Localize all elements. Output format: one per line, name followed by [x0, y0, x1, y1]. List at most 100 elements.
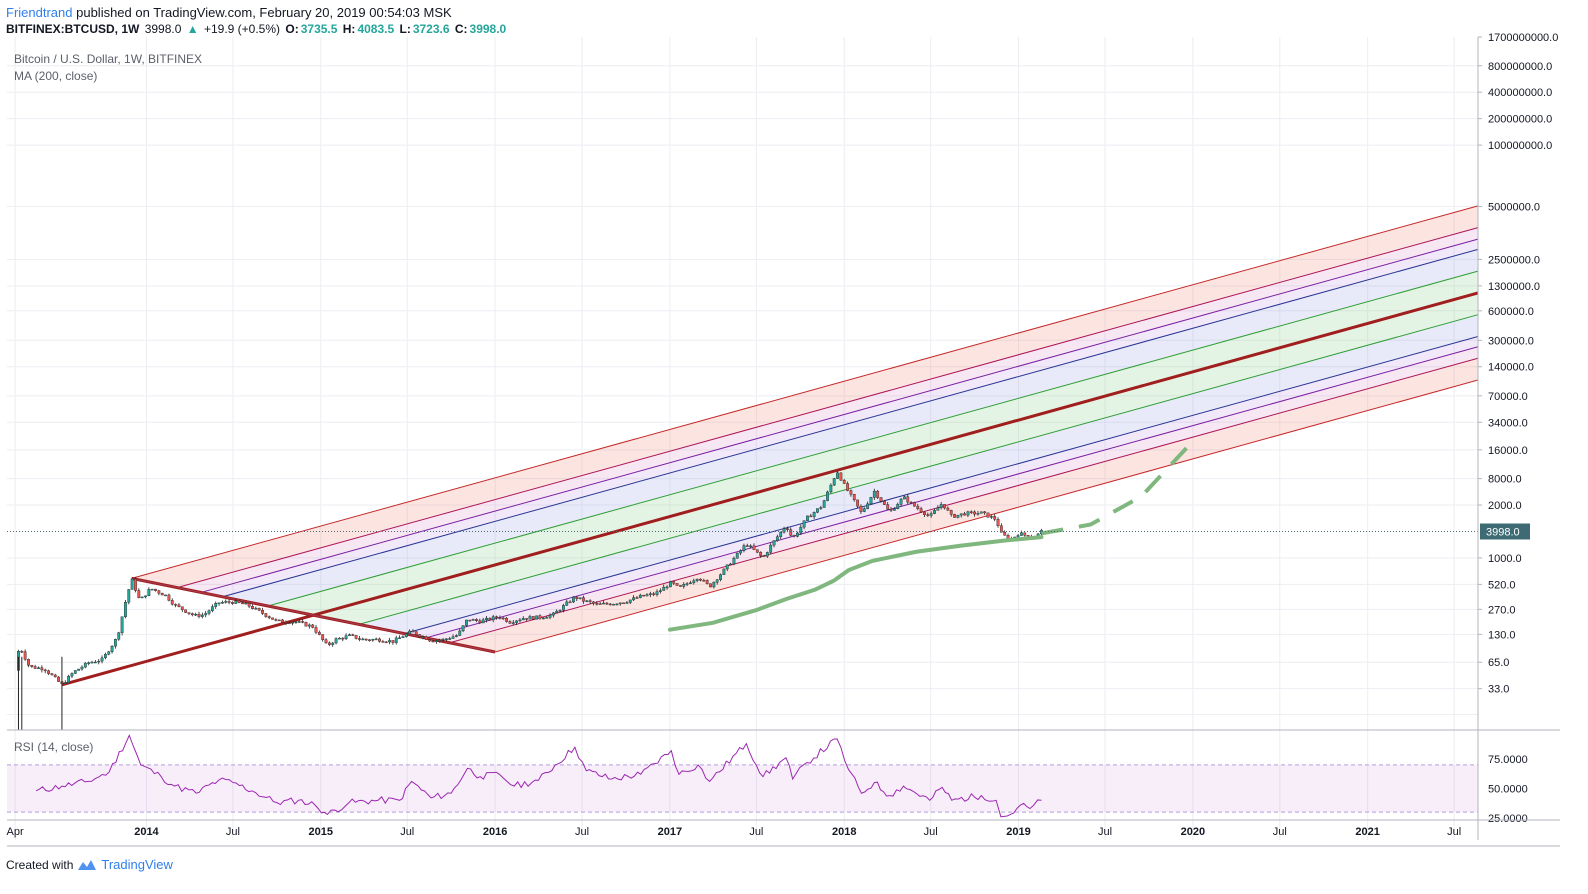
candle-body	[107, 651, 111, 655]
candle-body	[909, 501, 913, 504]
candle-body	[689, 582, 692, 585]
pitchfork-line[interactable]	[131, 205, 1479, 579]
candle-body	[150, 588, 154, 591]
candle-body	[963, 513, 966, 516]
candle-body	[528, 616, 532, 620]
y-tick-label: 140000.0	[1488, 362, 1534, 374]
candle-body	[732, 558, 736, 565]
author-link[interactable]: Friendtrand	[6, 5, 73, 20]
candle-body	[886, 504, 890, 510]
tradingview-logo-icon	[78, 859, 97, 870]
projection-line[interactable]	[1041, 440, 1194, 536]
candle-body	[174, 604, 177, 606]
candle-body	[428, 639, 432, 642]
pitchfork-line[interactable]	[425, 346, 1479, 639]
y-tick-label: 300000.0	[1488, 335, 1534, 347]
candle-body	[351, 634, 355, 636]
candle-body	[47, 670, 50, 674]
pitchfork-band	[267, 271, 1478, 616]
x-tick-label: Jul	[400, 826, 414, 838]
candle-body	[291, 622, 295, 624]
pitchfork-line[interactable]	[358, 314, 1479, 625]
candle-body	[792, 535, 796, 537]
candle-body	[642, 594, 646, 597]
rsi-band	[7, 764, 1478, 813]
candle-body	[80, 666, 84, 670]
candle-body	[919, 508, 923, 513]
candle-body	[67, 675, 71, 683]
candle-body	[461, 625, 465, 632]
candle-body	[27, 659, 30, 666]
candle-body	[271, 617, 274, 620]
pitchfork-line[interactable]	[312, 291, 1479, 617]
rsi-line[interactable]	[35, 734, 1042, 818]
candle-body	[164, 594, 167, 597]
candle-body	[307, 624, 311, 627]
candle-body	[414, 631, 418, 635]
candle-body	[685, 583, 689, 585]
candle-body	[314, 627, 318, 633]
open-value: 3735.5	[300, 22, 338, 36]
ma-legend[interactable]: MA (200, close)	[14, 69, 98, 83]
candle-body	[491, 616, 495, 621]
rsi-legend[interactable]: RSI (14, close)	[14, 740, 94, 754]
candle-body	[558, 610, 562, 612]
candle-body	[501, 617, 505, 620]
candle-body	[578, 597, 582, 599]
pitchfork-handle[interactable]	[61, 613, 314, 687]
candle-body	[983, 511, 987, 514]
pitchfork-line[interactable]	[176, 227, 1479, 589]
candle-body	[525, 618, 529, 620]
candle-body	[999, 525, 1003, 533]
candle-body	[876, 490, 880, 498]
ma-200-line[interactable]	[667, 535, 1044, 632]
candle-body	[535, 615, 539, 620]
candle-body	[872, 490, 876, 498]
pitchfork-line[interactable]	[449, 357, 1479, 644]
candle-body	[361, 638, 365, 641]
candle-body	[37, 667, 40, 669]
candle-body	[889, 509, 893, 511]
candle-body	[829, 484, 833, 493]
y-tick-label: 65.0	[1488, 657, 1509, 669]
candle-body	[341, 637, 345, 640]
pitchfork-line[interactable]	[404, 335, 1479, 635]
pitchfork-line[interactable]	[222, 248, 1479, 598]
candle-body	[124, 602, 127, 617]
pitchfork-handle[interactable]	[131, 576, 496, 654]
candle-body	[779, 531, 783, 537]
tradingview-brand-link[interactable]: TradingView	[101, 857, 173, 872]
candle-body	[368, 639, 371, 641]
candle-body	[826, 491, 829, 501]
pitchfork-line[interactable]	[200, 238, 1479, 593]
pitchfork-band	[177, 227, 1479, 593]
candle-body	[699, 578, 702, 581]
y-tick-label: 5000000.0	[1488, 202, 1540, 214]
candle-body	[648, 593, 652, 596]
candle-body	[398, 637, 401, 639]
candle-body	[97, 660, 101, 663]
candle-body	[70, 673, 74, 677]
y-tick-label: 33.0	[1488, 684, 1509, 696]
candle-body	[348, 634, 351, 636]
candle-body	[592, 601, 595, 604]
high-value: 4083.5	[357, 22, 395, 36]
pitchfork-line[interactable]	[494, 379, 1479, 653]
candle-body	[652, 593, 656, 595]
candle-body	[799, 526, 803, 534]
pitchfork-line[interactable]	[267, 270, 1479, 607]
y-tick-label: 70000.0	[1488, 391, 1528, 403]
candle-body	[769, 544, 773, 553]
candle-body	[468, 619, 472, 622]
candle-body	[1003, 532, 1007, 536]
candle-body	[180, 606, 184, 610]
candle-body	[702, 579, 706, 582]
candle-body	[488, 617, 492, 621]
x-tick-label: Jul	[1447, 826, 1461, 838]
candle-body	[531, 616, 535, 620]
candle-body	[458, 630, 462, 636]
pitchfork-band	[358, 314, 1478, 634]
candle-body	[33, 666, 37, 669]
candle-body	[120, 616, 124, 633]
